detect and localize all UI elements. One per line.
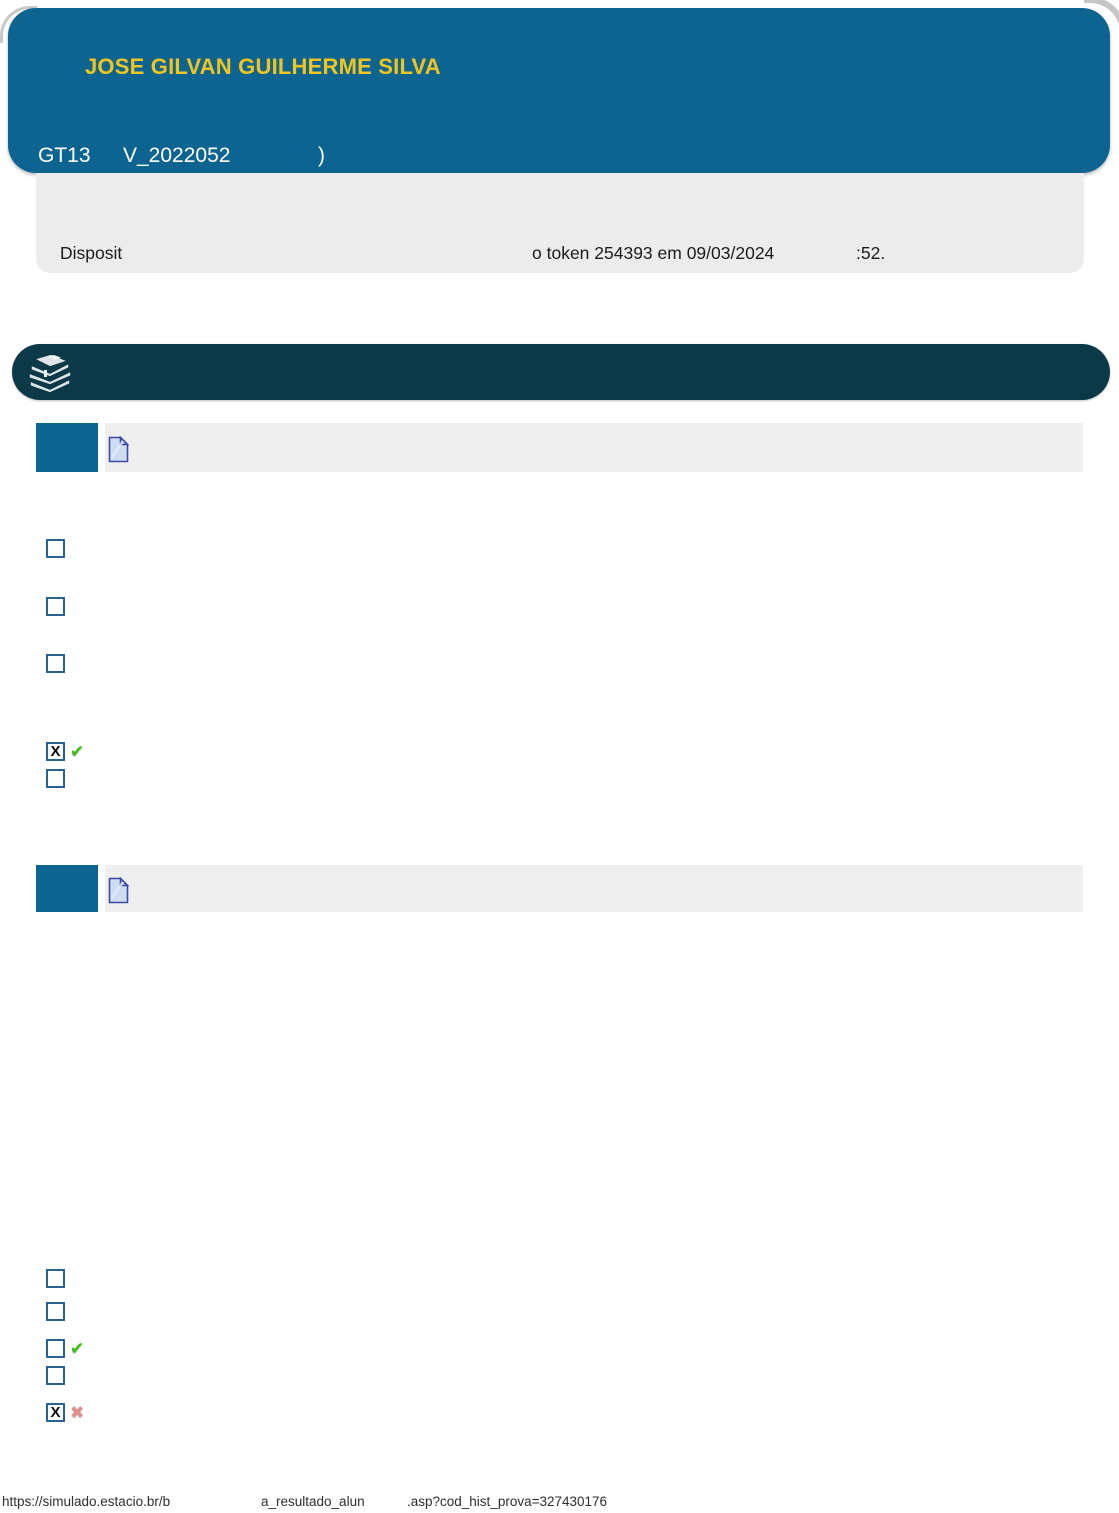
question-2-option-b xyxy=(46,1301,65,1321)
student-name: JOSE GILVAN GUILHERME SILVA xyxy=(85,54,441,79)
correct-answer-icon: ✔ xyxy=(70,1338,85,1358)
question-1-option-b-checkbox[interactable] xyxy=(46,596,65,616)
question-2-title-bar xyxy=(105,865,1083,912)
code-close-paren: ) xyxy=(318,144,325,167)
correct-answer-icon: ✔ xyxy=(70,741,85,761)
question-1-option-a-checkbox[interactable] xyxy=(46,538,65,558)
question-2-option-d xyxy=(46,1365,65,1385)
question-2-option-c-checkbox[interactable] xyxy=(46,1338,65,1358)
question-2-document-icon[interactable] xyxy=(108,877,129,904)
question-1-title-bar xyxy=(105,423,1083,472)
questions-section-bar xyxy=(12,344,1110,400)
question-2-option-a xyxy=(46,1268,65,1288)
token-info-box: Disposit o token 254393 em 09/03/2024 :5… xyxy=(36,173,1084,273)
question-2-option-e: X ✖ xyxy=(46,1402,84,1422)
page-url-fragment-2: a_resultado_alun xyxy=(261,1494,365,1509)
course-code: GT13 xyxy=(38,144,91,167)
question-2-option-c: ✔ xyxy=(46,1338,84,1358)
question-1-option-b xyxy=(46,596,65,616)
question-1-option-d: X ✔ xyxy=(46,741,84,761)
exam-version-code: V_2022052 xyxy=(123,144,231,167)
question-1-number-box xyxy=(36,423,98,472)
question-2-option-b-checkbox[interactable] xyxy=(46,1301,65,1321)
question-1-option-e-checkbox[interactable] xyxy=(46,768,65,788)
question-1-document-icon[interactable] xyxy=(108,436,129,463)
page-corner-top-right xyxy=(1084,0,1119,41)
question-2-option-a-checkbox[interactable] xyxy=(46,1268,65,1288)
token-info-fragment-3: :52. xyxy=(856,243,886,263)
question-1-option-a xyxy=(46,538,65,558)
question-2-option-e-checkbox[interactable]: X xyxy=(46,1402,65,1422)
token-info-fragment-1: Disposit xyxy=(60,243,123,263)
student-header-card: JOSE GILVAN GUILHERME SILVA GT13 V_20220… xyxy=(8,8,1110,173)
token-info-fragment-2: o token 254393 em 09/03/2024 xyxy=(532,243,775,263)
question-1-option-e xyxy=(46,768,65,788)
page-url-fragment-1: https://simulado.estacio.br/b xyxy=(2,1494,171,1509)
question-1-option-d-checkbox[interactable]: X xyxy=(46,741,65,761)
books-stack-icon xyxy=(28,353,72,394)
page-url-fragment-3: .asp?cod_hist_prova=327430176 xyxy=(407,1494,608,1509)
page-corner-top-left xyxy=(0,6,37,43)
question-2-number-box xyxy=(36,865,98,912)
wrong-answer-icon: ✖ xyxy=(70,1402,85,1422)
question-1-option-c-checkbox[interactable] xyxy=(46,653,65,673)
question-2-option-d-checkbox[interactable] xyxy=(46,1365,65,1385)
question-1-option-c xyxy=(46,653,65,673)
